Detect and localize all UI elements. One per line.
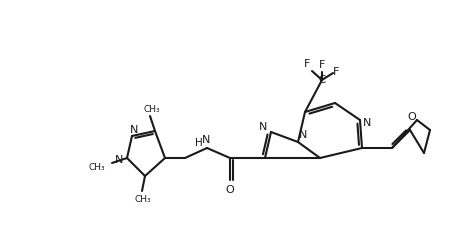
Text: N: N <box>202 135 210 145</box>
Text: N: N <box>299 130 307 140</box>
Text: N: N <box>363 118 371 128</box>
Text: F: F <box>319 60 325 70</box>
Text: F: F <box>304 59 310 69</box>
Text: O: O <box>408 112 417 122</box>
Text: CH₃: CH₃ <box>135 195 152 203</box>
Text: H: H <box>195 138 203 148</box>
Text: CH₃: CH₃ <box>143 104 160 114</box>
Text: F: F <box>333 67 339 77</box>
Text: O: O <box>226 185 234 195</box>
Text: CH₃: CH₃ <box>88 163 105 172</box>
Text: N: N <box>259 122 267 132</box>
Text: N: N <box>115 155 123 165</box>
Text: N: N <box>130 125 138 135</box>
Text: C: C <box>318 75 326 85</box>
